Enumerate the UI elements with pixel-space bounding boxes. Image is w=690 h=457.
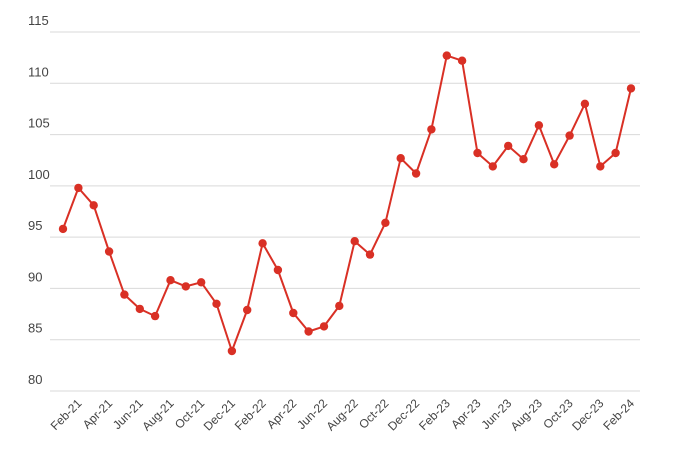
data-point <box>212 299 221 308</box>
data-point <box>150 311 160 321</box>
data-point <box>181 282 190 291</box>
y-tick-label: 95 <box>28 218 42 233</box>
x-tick-label: Feb-23 <box>416 396 453 433</box>
data-point <box>565 131 574 140</box>
data-point <box>504 141 513 151</box>
data-point <box>258 239 267 248</box>
series-group <box>58 51 636 356</box>
y-tick-label: 100 <box>28 167 50 182</box>
data-point <box>227 346 237 356</box>
x-tick-label: Aug-22 <box>324 396 361 433</box>
data-point <box>120 290 129 299</box>
data-point <box>519 155 528 164</box>
data-point <box>442 51 451 60</box>
x-tick-label: Dec-21 <box>201 396 238 433</box>
data-point <box>365 250 375 259</box>
series-line <box>62 54 632 352</box>
data-point <box>319 322 329 331</box>
x-tick-label: Feb-22 <box>232 396 269 433</box>
data-point <box>135 304 144 314</box>
data-point <box>289 308 298 318</box>
x-tick-label: Jun-22 <box>294 396 330 432</box>
data-point <box>411 169 421 178</box>
data-point <box>335 301 344 311</box>
data-point <box>58 224 68 234</box>
data-point <box>457 56 467 65</box>
data-point <box>243 305 252 315</box>
y-tick-label: 105 <box>28 116 50 131</box>
data-point <box>350 237 359 246</box>
x-tick-label: Aug-21 <box>139 396 176 433</box>
x-tick-label: Feb-21 <box>48 396 85 433</box>
y-tick-label: 110 <box>28 64 49 79</box>
data-point <box>580 99 590 109</box>
data-point <box>396 154 405 163</box>
data-point <box>304 327 313 336</box>
y-tick-label: 90 <box>28 269 42 284</box>
y-tick-label: 115 <box>28 13 49 28</box>
data-point <box>74 183 83 193</box>
data-point <box>534 121 544 130</box>
x-tick-label: Apr-23 <box>448 396 484 432</box>
data-point <box>381 218 390 227</box>
x-tick-label: Jun-21 <box>110 396 146 432</box>
x-tick-label: Dec-22 <box>385 396 422 433</box>
x-tick-label: Feb-24 <box>600 396 637 433</box>
x-tick-label: Jun-23 <box>478 396 514 432</box>
data-point <box>104 247 114 256</box>
data-point <box>611 148 620 158</box>
data-point <box>626 84 636 93</box>
x-tick-label: Dec-23 <box>569 396 606 433</box>
data-point <box>473 148 482 158</box>
data-point <box>427 125 436 134</box>
data-point <box>89 201 98 210</box>
x-tick-label: Aug-23 <box>508 396 545 433</box>
grid-lines <box>50 31 640 392</box>
data-point <box>488 162 497 171</box>
x-axis-tick-labels: Feb-21Apr-21Jun-21Aug-21Oct-21Dec-21Feb-… <box>48 396 638 433</box>
y-tick-label: 85 <box>28 321 42 336</box>
y-tick-label: 80 <box>28 372 42 387</box>
data-point <box>197 278 206 287</box>
data-point <box>166 276 175 285</box>
data-point <box>550 160 559 169</box>
data-point <box>273 265 283 275</box>
data-point <box>596 162 605 171</box>
x-tick-label: Apr-21 <box>80 396 116 432</box>
x-tick-label: Apr-22 <box>264 396 300 432</box>
y-axis-tick-labels: 80 85 90 95 100 105 110 115 <box>28 13 50 387</box>
